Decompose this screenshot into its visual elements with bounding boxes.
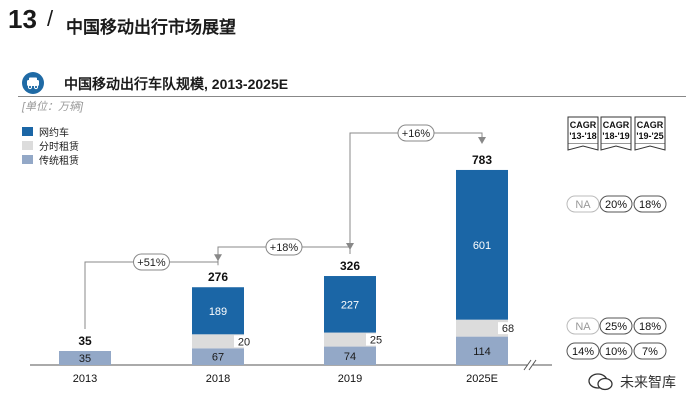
cagr-value-pill [566,317,600,335]
cagr-value: 14% [572,346,594,358]
bar-segment [324,276,376,333]
bar-segment [456,169,508,320]
cagr-value: 18% [639,321,661,333]
watermark-text: 未来智库 [620,374,676,390]
cagr-header-period: '19-'25 [636,131,663,141]
page-number: 13 [8,4,37,34]
cagr-value-pill [599,317,633,335]
data-label: 114 [473,346,491,358]
wechat-icon [588,373,613,391]
total-label: 35 [78,334,92,348]
total-label: 276 [208,270,228,284]
page-title: 中国移动出行市场展望 [66,18,236,37]
cagr-header-box [634,116,666,145]
data-label: 35 [79,353,91,365]
data-label: 601 [473,240,491,252]
cagr-header-label: CAGR [637,120,664,130]
growth-label: +18% [270,242,299,254]
bar-segment [456,319,508,337]
cagr-header-tab [567,144,599,151]
legend-label-traditional-rental: 传统租赁 [39,155,79,167]
legend-item-traditional-rental: 传统租赁 [22,152,79,167]
bar-segment [456,336,508,365]
bar-segment [324,346,376,365]
data-label-badge [234,335,254,348]
chart-title: 中国移动出行车队规模, 2013-2025E [64,76,289,92]
cagr-value-pill [633,342,667,360]
growth-label: +51% [137,257,166,269]
x-tick-label: 2025E [466,373,498,385]
cagr-value: NA [575,199,591,211]
bar-segment [192,287,244,335]
axis-break-mark [528,359,537,371]
cagr-value-pill [566,195,600,213]
bar-segment [192,334,244,349]
cagr-value: NA [575,321,591,333]
axis-break-mark [523,359,532,371]
data-label: 67 [212,352,224,364]
cagr-header-period: '18-'19 [602,131,629,141]
title-divider [18,96,686,97]
growth-badge [265,238,303,256]
cagr-value-pill [633,195,667,213]
data-label-badge [366,333,386,346]
cagr-value-pill [633,317,667,335]
chart-legend: 网约车 分时租赁 传统租赁 [22,124,79,167]
data-label: 20 [238,336,250,348]
cagr-value-pill [599,195,633,213]
growth-label: +16% [402,128,431,140]
cagr-value: 10% [605,346,627,358]
legend-label-ride-hailing: 网约车 [39,127,69,139]
cagr-header-tab [600,144,632,151]
cagr-value: 20% [605,199,627,211]
page-separator: / [47,6,54,31]
data-label: 227 [341,299,359,311]
data-label: 25 [370,335,382,347]
data-label-badge [498,322,518,335]
chart-title-row: 中国移动出行车队规模, 2013-2025E [0,72,700,96]
cagr-value: 25% [605,321,627,333]
cagr-header-label: CAGR [603,120,630,130]
cagr-header-label: CAGR [570,120,597,130]
unit-label: [单位：万辆] [22,101,84,113]
data-label: 68 [502,323,514,335]
bar-segment [192,348,244,365]
legend-item-ride-hailing: 网约车 [22,124,79,139]
legend-swatch-traditional-rental [22,154,33,164]
cagr-header-box [567,116,599,145]
cagr-header-period: '13-'18 [569,131,596,141]
legend-item-car-sharing: 分时租赁 [22,138,79,153]
watermark: 未来智库 [588,372,676,392]
cagr-header-box [600,116,632,145]
cagr-value: 18% [639,199,661,211]
x-tick-label: 2018 [206,373,230,385]
total-label: 783 [472,153,492,167]
total-label: 326 [340,259,360,273]
growth-badge [133,253,170,271]
legend-swatch-car-sharing [22,140,33,150]
x-tick-label: 2013 [73,373,97,385]
cagr-header-tab [634,144,666,151]
car-fleet-icon [22,72,44,94]
cagr-value-pill [566,342,600,360]
cagr-value-pill [599,342,633,360]
bar-segment [324,332,376,347]
cagr-value: 7% [642,346,658,358]
legend-swatch-ride-hailing [22,126,33,136]
growth-badge [397,124,435,142]
x-tick-label: 2019 [338,373,362,385]
growth-arrow-head [478,136,486,144]
bar-segment [59,351,111,365]
data-label: 189 [209,306,227,318]
legend-label-car-sharing: 分时租赁 [39,141,79,153]
data-label: 74 [344,351,356,363]
